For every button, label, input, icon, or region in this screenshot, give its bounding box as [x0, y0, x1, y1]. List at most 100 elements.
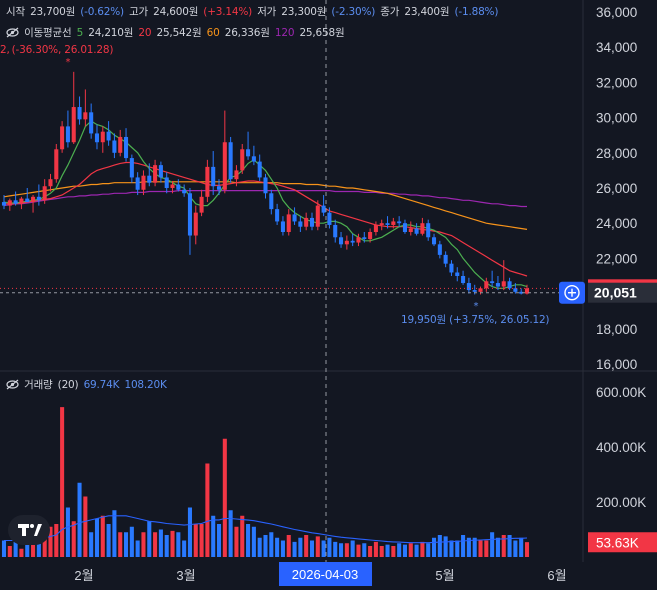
candle-body [83, 112, 88, 120]
high-value: 24,600원 [153, 6, 199, 18]
candle-body [339, 237, 344, 245]
candle-body [275, 209, 280, 222]
tradingview-logo[interactable] [8, 515, 50, 545]
volume-bar [123, 532, 129, 557]
volume-bar [205, 463, 210, 557]
volume-bar [315, 536, 320, 557]
price-axis[interactable]: 36,000 34,000 32,000 30,000 28,000 26,000 24,0… [596, 5, 637, 372]
low-annotation: 19,950원 (+3.75%, 26.05.12) [401, 314, 550, 326]
candle [426, 219, 431, 241]
candle [501, 260, 506, 291]
candle [373, 221, 378, 236]
candle [54, 144, 59, 183]
candle-body [141, 175, 146, 190]
candle [431, 233, 437, 247]
ma5-period: 5 [76, 27, 84, 39]
price-tick-label: 22,000 [596, 251, 637, 266]
candle-body [443, 254, 448, 264]
candle-body [228, 142, 233, 180]
ma120-period: 120 [274, 27, 295, 39]
candle [141, 170, 146, 196]
volume-bar [495, 537, 500, 557]
volume-bar [443, 536, 448, 557]
ma5-value: 24,210원 [88, 27, 134, 39]
volume-bar [141, 532, 146, 557]
volume-bar [251, 526, 256, 557]
candle [205, 159, 210, 203]
volume-bar [426, 543, 431, 557]
candle-body [19, 198, 24, 204]
candle-body [368, 232, 373, 240]
candle-body [437, 244, 442, 255]
candle [118, 129, 123, 157]
volume-axis[interactable]: 600.00K 400.00K 200.00K [596, 385, 646, 510]
volume-legend[interactable]: 거래량 (20) 69.74K 108.20K [6, 377, 169, 392]
candle [60, 121, 65, 153]
ohlc-legend: 시작 23,700원 (-0.62%) 고가 24,600원 (+3.14%) … [6, 4, 500, 19]
candle [153, 159, 158, 187]
time-axis[interactable]: 2월 3월 5월 6월 [74, 568, 566, 583]
volume-bar [60, 407, 65, 557]
candle [19, 196, 24, 210]
candle [31, 195, 36, 213]
crosshair-date-label: 2026-04-03 [292, 567, 359, 582]
candle [490, 270, 495, 287]
candle [484, 277, 489, 292]
candle-body [129, 158, 134, 178]
candle [315, 200, 320, 231]
candle-body [187, 193, 192, 236]
ma-legend[interactable]: 이동평균선 5 24,210원 20 25,542원 60 26,336원 12… [6, 25, 346, 40]
candle [368, 228, 373, 243]
candle-body [350, 240, 355, 243]
volume-bar [350, 540, 355, 557]
volume-bar [466, 537, 471, 557]
price-tick-label: 32,000 [596, 75, 637, 90]
candle-body [431, 237, 437, 245]
candle-body [25, 198, 30, 203]
volume-bar [373, 541, 378, 557]
volume-bar [524, 542, 530, 557]
candle-body [344, 240, 349, 245]
volume-bar [333, 541, 338, 557]
candle-body [304, 217, 309, 227]
candle [286, 209, 291, 236]
close-value: 23,400원 [404, 6, 450, 18]
candle-body [135, 177, 140, 190]
volume-bar [263, 535, 268, 557]
volume-bar [187, 507, 192, 557]
candle [402, 219, 408, 234]
candle [275, 203, 280, 225]
candle [71, 71, 76, 144]
add-price-alert-button[interactable] [559, 281, 585, 304]
low-value: 23,300원 [281, 6, 327, 18]
time-tick-label: 3월 [176, 568, 195, 583]
candle [240, 144, 245, 174]
candle-body [269, 193, 274, 210]
volume-bar [158, 529, 163, 557]
volume-bar [222, 438, 227, 557]
volume-bar [309, 540, 315, 557]
volume-bar [94, 518, 100, 557]
candle [437, 240, 442, 259]
volume-bar [31, 543, 36, 557]
candle-body [54, 149, 59, 180]
candle-body [65, 126, 70, 143]
candle-body [158, 165, 163, 178]
candle [309, 212, 315, 231]
candle-body [466, 283, 471, 291]
volume-bar [112, 510, 117, 557]
volume-tick-label: 400.00K [596, 440, 646, 455]
candle-body [246, 149, 251, 157]
visibility-toggle-icon[interactable] [6, 27, 19, 38]
candle-body [472, 290, 477, 292]
price-tick-label: 28,000 [596, 146, 637, 161]
volume-bar [501, 535, 506, 557]
visibility-toggle-icon[interactable] [6, 379, 19, 390]
candle-body [292, 214, 297, 222]
candle [42, 179, 47, 204]
candle [379, 219, 384, 231]
volume-bar [48, 526, 53, 557]
volume-bar [368, 546, 373, 557]
volume-bar [83, 496, 88, 557]
